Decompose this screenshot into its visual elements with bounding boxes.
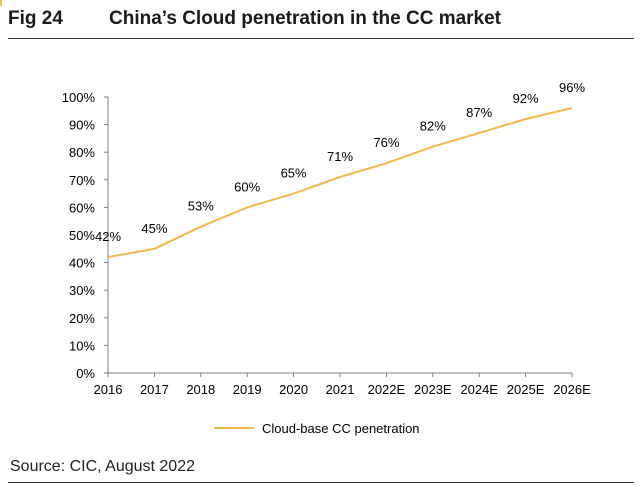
- x-tick-label: 2025E: [507, 382, 545, 397]
- x-tick-label: 2026E: [553, 382, 591, 397]
- figure-title: China’s Cloud penetration in the CC mark…: [109, 8, 502, 29]
- y-axis: 0% 10% 20% 30% 40% 50% 60% 70% 80% 90% 100%: [62, 90, 109, 381]
- data-label: 92%: [513, 91, 539, 106]
- y-tick-label: 60%: [69, 200, 95, 215]
- y-tick-label: 40%: [69, 256, 95, 271]
- x-tick-label: 2020: [279, 382, 308, 397]
- data-label: 42%: [95, 229, 121, 244]
- legend: Cloud-base CC penetration: [214, 421, 420, 436]
- legend-label: Cloud-base CC penetration: [262, 421, 420, 436]
- x-tick-label: 2017: [140, 382, 169, 397]
- footer-divider: [8, 482, 634, 483]
- x-tick-label: 2021: [326, 382, 355, 397]
- x-tick-label: 2024E: [460, 382, 498, 397]
- y-tick-label: 50%: [69, 228, 95, 243]
- header-divider: [8, 38, 634, 39]
- x-tick-label: 2018: [186, 382, 215, 397]
- x-tick-label: 2019: [233, 382, 262, 397]
- data-label: 76%: [373, 135, 399, 150]
- data-label: 96%: [559, 80, 585, 95]
- x-tick-label: 2016: [94, 382, 123, 397]
- y-tick-label: 30%: [69, 283, 95, 298]
- data-label: 87%: [466, 105, 492, 120]
- series-plot: [107, 107, 573, 259]
- y-tick-label: 100%: [62, 90, 96, 105]
- x-axis: 2016 2017 2018 2019 2020 2021 2022E 2023E 2024E 2…: [94, 372, 591, 397]
- y-tick-label: 0%: [76, 366, 95, 381]
- y-tick-label: 20%: [69, 311, 95, 326]
- data-label: 82%: [420, 119, 446, 134]
- data-labels: 42% 45% 53% 60% 65% 71% 76% 82% 87% 92% 96%: [95, 80, 585, 244]
- y-tick-label: 70%: [69, 173, 95, 188]
- line-chart: 0%10%20%30%40%50%60%70%80%90%100% 2016 20…: [62, 80, 591, 436]
- figure-header: Fig 24 China’s Cloud penetration in the …: [8, 4, 634, 36]
- data-label: 45%: [141, 221, 167, 236]
- series-line: [107, 107, 573, 259]
- source-note: Source: CIC, August 2022: [10, 458, 195, 475]
- data-label: 65%: [281, 166, 307, 181]
- y-tick-label: 80%: [69, 145, 95, 160]
- x-tick-label: 2023E: [414, 382, 452, 397]
- data-label: 71%: [327, 149, 353, 164]
- y-tick-label: 10%: [69, 338, 95, 353]
- x-tick-label: 2022E: [368, 382, 406, 397]
- y-tick-label: 90%: [69, 118, 95, 133]
- figure-number: Fig 24: [8, 8, 63, 29]
- data-label: 53%: [188, 199, 214, 214]
- data-label: 60%: [234, 179, 260, 194]
- corner-mark: [0, 0, 2, 6]
